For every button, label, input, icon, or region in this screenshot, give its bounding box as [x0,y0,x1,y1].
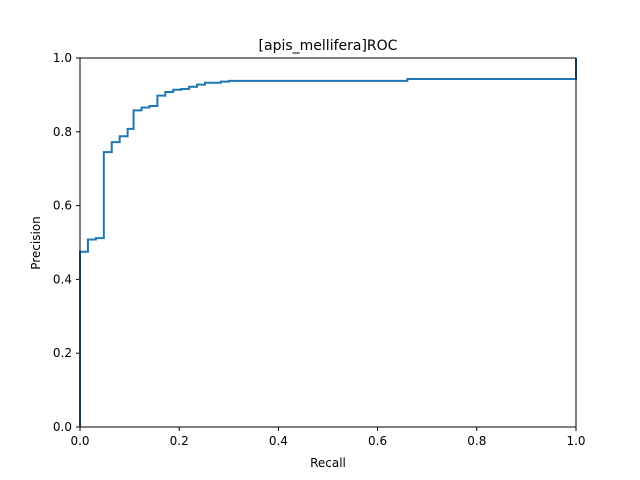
x-axis-label: Recall [310,456,346,470]
y-tick-label: 0.8 [53,125,72,139]
x-tick-label: 0.6 [368,434,387,448]
y-tick-label: 0.2 [53,346,72,360]
x-axis-ticks: 0.0 0.2 0.4 0.6 0.8 1.0 [70,427,586,448]
y-tick-label: 0.0 [53,420,72,434]
x-tick-label: 0.4 [269,434,288,448]
y-tick-label: 0.6 [53,199,72,213]
y-tick-label: 0.4 [53,272,72,286]
chart-title: [apis_mellifera]ROC [259,38,398,54]
x-tick-label: 0.8 [467,434,486,448]
axes-frame [79,57,577,428]
y-tick-label: 1.0 [53,51,72,65]
x-tick-label: 1.0 [566,434,585,448]
precision-recall-curve [79,58,577,427]
y-axis-label: Precision [29,216,43,270]
x-tick-label: 0.2 [170,434,189,448]
y-axis-ticks: 0.0 0.2 0.4 0.6 0.8 1.0 [53,51,80,434]
x-tick-label: 0.0 [70,434,89,448]
